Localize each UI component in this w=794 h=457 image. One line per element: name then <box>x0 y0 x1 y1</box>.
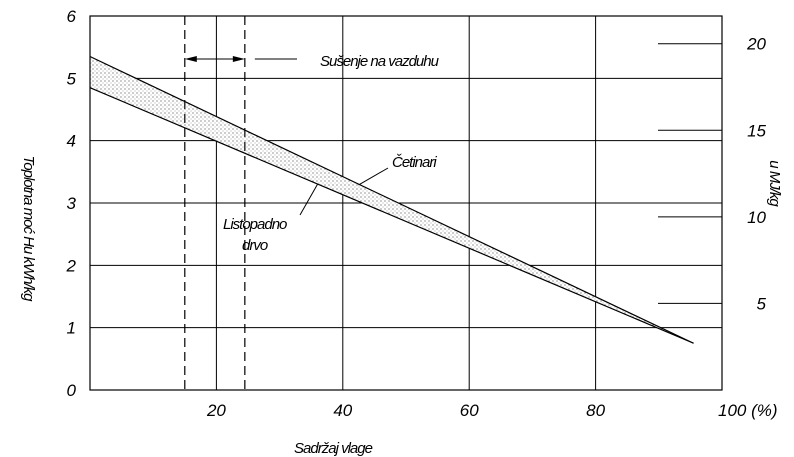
plot-frame <box>89 15 723 391</box>
y-left-tick-label: 5 <box>67 69 77 88</box>
y-left-tick-label: 0 <box>67 381 77 400</box>
y-left-tick-label: 4 <box>67 132 76 151</box>
y-right-tick-label: 10 <box>747 208 766 227</box>
drying-range-arrowhead-left <box>184 56 197 62</box>
listopadno-label-line2: drvo <box>242 237 268 254</box>
y-left-tick-label: 6 <box>67 7 77 26</box>
drying-range-label: Sušenje na vazduhu <box>320 53 440 70</box>
y-left-tick-label: 2 <box>66 256 77 275</box>
grid-lines <box>90 16 722 390</box>
drying-range <box>184 16 297 390</box>
series-band <box>89 55 694 344</box>
cetinari-label: Četinari <box>392 154 437 171</box>
right-axis-ticks <box>658 43 722 304</box>
series-line-listopadno <box>89 87 694 344</box>
y-right-tick-label: 20 <box>746 35 766 54</box>
listopadno-leader-line <box>299 184 318 216</box>
plot-border <box>89 15 723 391</box>
listopadno-label-line1: Listopadno <box>223 216 287 233</box>
series-line-cetinari <box>89 55 694 344</box>
cetinari-leader-line <box>358 167 389 186</box>
x-axis-label: Sadržaj vlage <box>294 440 373 457</box>
x-tick-label: 80 <box>586 401 605 420</box>
y-right-tick-label: 5 <box>757 294 767 313</box>
y-right-tick-label: 15 <box>747 121 766 140</box>
drying-range-arrowhead-right <box>232 56 245 62</box>
x-tick-label: 40 <box>333 401 352 420</box>
y-left-tick-label: 3 <box>67 194 77 213</box>
tick-labels: 0 1 2 3 4 5 6 20 40 60 80 5 10 15 20 <box>66 7 767 420</box>
y-axis-label-left: Toplotna moć Hu kWh/kg <box>20 155 37 302</box>
x-end-tick-label: 100 (%) <box>718 401 778 420</box>
x-tick-label: 60 <box>460 401 479 420</box>
x-tick-label: 20 <box>206 401 226 420</box>
y-axis-label-right: u MJ/kg <box>766 160 783 207</box>
y-left-tick-label: 1 <box>67 319 76 338</box>
